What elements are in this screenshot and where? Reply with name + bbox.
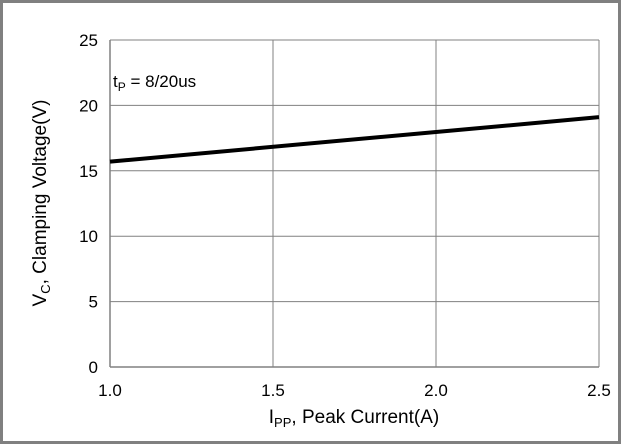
- x-axis-label-rest: , Peak Current(A): [291, 407, 439, 428]
- x-tick-label-3: 2.5: [587, 381, 611, 400]
- y-axis-label-main: V: [30, 293, 51, 306]
- x-tick-label-0: 1.0: [98, 381, 122, 400]
- x-axis-label-sub: PP: [274, 415, 291, 430]
- y-axis-label-rest: , Clamping Voltage(V): [30, 100, 51, 285]
- x-tick-label-2: 2.0: [424, 381, 448, 400]
- x-axis-label-main: I: [269, 407, 274, 428]
- label-layer: 0 5 10 15 20 25 1.0 1.5 2.0 2.5: [79, 31, 611, 400]
- grid-layer: [109, 39, 600, 368]
- y-tick-label-4: 20: [79, 96, 98, 115]
- y-tick-label-1: 5: [89, 293, 98, 312]
- y-axis-label-sub: C: [38, 284, 53, 293]
- y-tick-label-3: 15: [79, 162, 98, 181]
- axis-layer: [109, 40, 599, 368]
- y-axis-label: VC, Clamping Voltage(V): [30, 100, 53, 307]
- annotation-main: t: [113, 72, 118, 91]
- series-line-0: [109, 115, 600, 164]
- annotation-sub: P: [118, 80, 126, 94]
- x-tick-label-1: 1.5: [261, 381, 285, 400]
- annotation-rest: = 8/20us: [126, 72, 196, 91]
- y-tick-label-0: 0: [89, 358, 98, 377]
- y-tick-label-5: 25: [79, 31, 98, 50]
- x-axis-label: IPP, Peak Current(A): [269, 407, 439, 430]
- y-tick-label-2: 10: [79, 227, 98, 246]
- annotation: tP = 8/20us: [113, 72, 196, 94]
- series-layer: [109, 115, 600, 164]
